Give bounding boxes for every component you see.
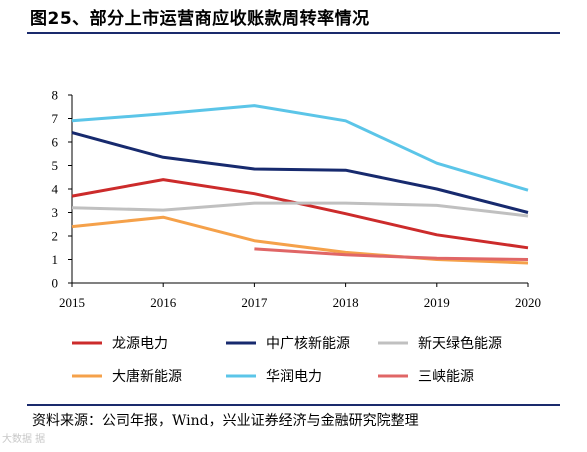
series-line-3 — [71, 201, 529, 218]
legend-label-5: 华润电力 — [266, 369, 322, 385]
chart: 0 1 2 3 4 5 6 7 8 2015 2016 2017 2018 2019 2020 龙源电力 中广… — [52, 88, 542, 386]
y-tick-label: 8 — [52, 88, 59, 103]
x-tick-label: 2018 — [333, 295, 359, 310]
title-rule — [27, 32, 560, 34]
x-tick-label: 2017 — [241, 295, 268, 310]
legend-label-1: 龙源电力 — [112, 336, 168, 352]
x-tick-label: 2020 — [515, 295, 541, 310]
series-line-4 — [71, 215, 529, 265]
y-tick-label: 3 — [52, 205, 59, 220]
legend-label-2: 中广核新能源 — [266, 336, 350, 352]
legend-label-3: 新天绿色能源 — [418, 335, 502, 352]
series-line-1 — [71, 178, 529, 250]
y-tick-label: 2 — [52, 229, 59, 244]
series-line-5 — [71, 104, 529, 192]
y-tick-label: 7 — [52, 111, 59, 126]
y-tick-label: 0 — [52, 276, 59, 291]
figure-title: 图25、部分上市运营商应收账款周转率情况 — [30, 9, 370, 29]
x-tick-label: 2019 — [424, 295, 450, 310]
watermark: 大数据 据 — [2, 434, 46, 445]
y-tick-label: 4 — [52, 182, 59, 197]
series-line-2 — [71, 131, 529, 214]
x-tick-label: 2015 — [59, 295, 85, 310]
source-rule — [27, 404, 560, 406]
x-tick-label: 2016 — [150, 295, 177, 310]
chart-axes: 0 1 2 3 4 5 6 7 8 2015 2016 2017 2018 2019 2020 — [52, 88, 542, 311]
chart-lines — [71, 104, 529, 265]
y-tick-label: 1 — [52, 252, 59, 267]
legend-label-6: 三峡能源 — [418, 369, 474, 385]
y-tick-label: 6 — [52, 135, 59, 150]
legend-label-4: 大唐新能源 — [112, 368, 182, 385]
y-tick-label: 5 — [52, 158, 59, 173]
source-note: 资料来源：公司年报，Wind，兴业证券经济与金融研究院整理 — [32, 413, 419, 429]
series-line-6 — [254, 247, 529, 261]
